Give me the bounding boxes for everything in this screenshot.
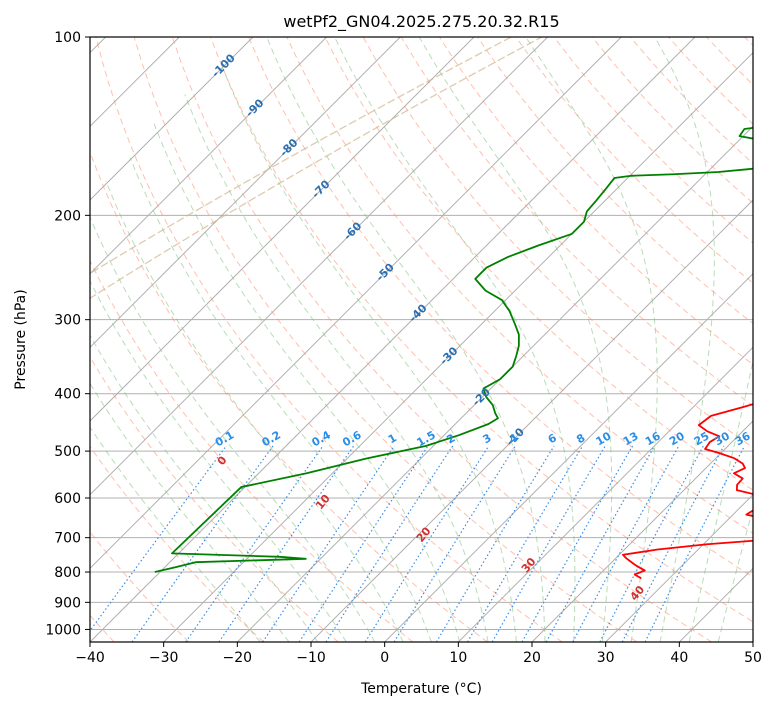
- moist-adiabat-line: [717, 506, 753, 642]
- mixing-ratio-line: [521, 445, 634, 642]
- dry-adiabat-line: [90, 445, 264, 642]
- dewpoint-profile-line: [154, 126, 753, 573]
- moist-adiabat-line: [90, 215, 376, 642]
- moist-adiabat-line: [219, 61, 517, 642]
- mixing-ratio-line: [131, 445, 274, 642]
- temperature-profile-line: [622, 403, 753, 580]
- dry-adiabat-line: [95, 37, 563, 642]
- x-tick-label: 30: [597, 650, 615, 666]
- isotherm-line: [90, 37, 549, 496]
- x-tick-label: −10: [296, 650, 326, 666]
- moist-adiabat-line: [654, 37, 715, 642]
- dry-adiabat-line: [515, 37, 753, 284]
- x-tick-label: −40: [75, 650, 105, 666]
- x-tick-label: −30: [149, 650, 179, 666]
- x-tick-label: 0: [380, 650, 389, 666]
- y-axis-title: Pressure (hPa): [13, 289, 29, 389]
- isotherm-line: [90, 37, 328, 275]
- mixing-ratio-line: [393, 445, 516, 642]
- moist-adiabat-line: [184, 94, 489, 642]
- moist-adiabat-line: [153, 123, 461, 642]
- x-tick-label: 10: [449, 650, 467, 666]
- plot-area: -100-90-80-70-60-50-40-30-20-100.1 0.2 0.4…: [90, 37, 753, 642]
- isotherm-line: [90, 37, 475, 422]
- x-tick-label: 50: [744, 650, 762, 666]
- mixing-ratio-line: [621, 445, 725, 642]
- y-tick-label: 600: [54, 491, 81, 507]
- y-tick-label: 700: [54, 531, 81, 547]
- mixing-ratio-line: [262, 445, 395, 642]
- x-axis-title: Temperature (°C): [360, 681, 482, 697]
- mixing-ratio-line: [545, 445, 656, 642]
- moist-adiabat-line: [105, 180, 404, 642]
- axes: −40 −30 −20 −10 0 10 20 30 40 50 100 200 300 400 500 60…: [45, 30, 762, 666]
- y-tick-label: 400: [54, 387, 81, 403]
- x-tick-label: 20: [523, 650, 541, 666]
- moist-adiabat-line: [129, 157, 432, 642]
- dry-adiabat-line: [248, 37, 753, 578]
- moist-adiabat-line: [266, 37, 546, 642]
- mixing-ratio-line: [435, 445, 555, 642]
- x-tick-label: 40: [670, 650, 688, 666]
- isotherm-line: [163, 51, 753, 642]
- dry-adiabat-line: [90, 356, 339, 642]
- moist-adiabat-line: [334, 37, 576, 642]
- dry-adiabat-line: [324, 37, 753, 491]
- dry-adiabat-line: [210, 37, 753, 623]
- y-tick-label: 1000: [45, 622, 81, 638]
- reference-curve: [90, 37, 543, 300]
- chart-title: wetPf2_GN04.2025.275.20.32.R15: [283, 12, 559, 32]
- moist-adiabat-line: [418, 37, 613, 642]
- mixing-ratio-line: [364, 445, 490, 642]
- isotherm-line: [605, 493, 753, 642]
- moist-adiabat-line: [525, 37, 658, 642]
- y-tick-label: 500: [54, 444, 81, 460]
- moist-adiabat-line: [688, 358, 753, 642]
- y-tick-label: 200: [54, 208, 81, 224]
- isotherm-line: [236, 125, 753, 642]
- plot-frame: [89, 36, 754, 643]
- dry-adiabat-line: [171, 37, 712, 642]
- dry-adiabat-line: [90, 259, 414, 642]
- x-tick-label: −20: [223, 650, 253, 666]
- mixing-ratio-line: [325, 445, 454, 642]
- moist-adiabat-line: [90, 382, 290, 642]
- mixing-ratio-line: [298, 445, 429, 642]
- dry-adiabat-line: [286, 37, 753, 534]
- y-tick-label: 900: [54, 595, 81, 611]
- isotherm-line: [457, 346, 753, 642]
- y-tick-label: 800: [54, 565, 81, 581]
- isotherm-line: [384, 272, 753, 642]
- isotherm-line: [90, 37, 696, 642]
- y-tick-label: 100: [54, 30, 81, 46]
- y-tick-label: 300: [54, 313, 81, 329]
- isotherm-line: [90, 37, 401, 349]
- mixing-ratio-line: [218, 445, 355, 642]
- mixing-ratio-line: [185, 445, 324, 642]
- isotherm-line: [90, 37, 622, 570]
- mixing-ratio-line: [644, 445, 746, 642]
- isotherm-line: [531, 420, 753, 642]
- isotherm-line: [90, 37, 254, 201]
- moist-adiabat-line: [90, 426, 261, 642]
- mixing-ratio-line: [466, 445, 584, 642]
- moist-adiabat-line: [90, 279, 347, 642]
